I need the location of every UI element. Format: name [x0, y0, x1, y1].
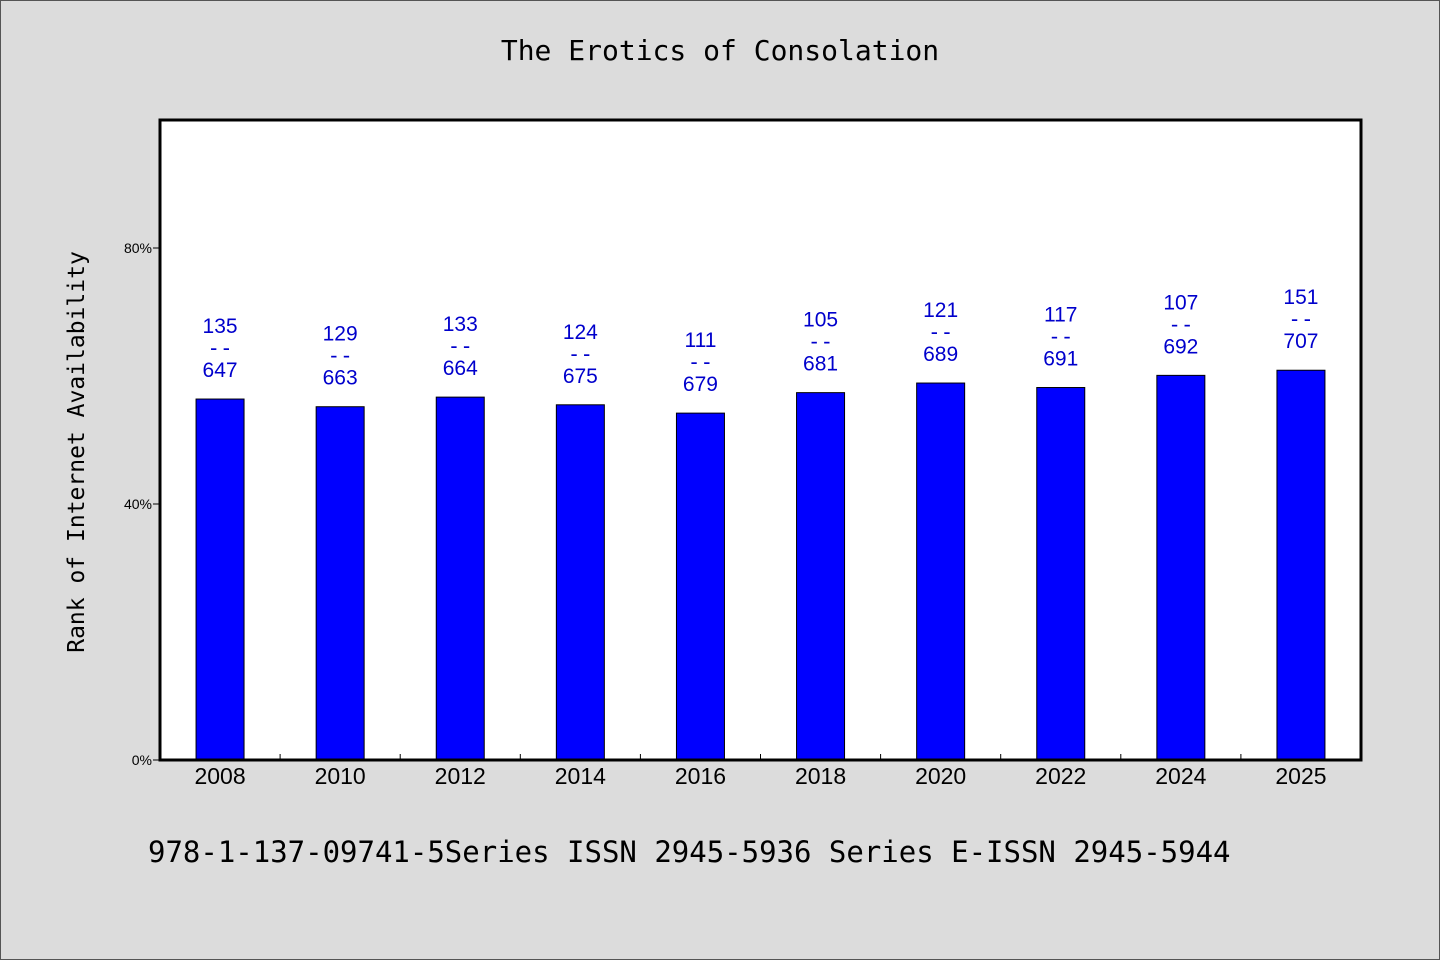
bar-2024	[1156, 374, 1206, 761]
bar-2020	[916, 382, 966, 761]
plot-area: 135--6472008129--6632010133--6642012124-…	[64, 118, 1363, 789]
x-tick-label-2008: 2008	[194, 763, 245, 789]
x-tick-label-2018: 2018	[795, 763, 846, 789]
data-label-top-2018: 105	[803, 309, 838, 332]
data-label-bottom-2025: 707	[1283, 330, 1318, 353]
data-label-top-2024: 107	[1163, 291, 1198, 314]
data-label-bottom-2020: 689	[923, 343, 958, 366]
data-label-top-2012: 133	[443, 313, 478, 336]
bar-2025	[1276, 369, 1326, 761]
data-label-sep-2008: --	[207, 336, 232, 360]
y-tick-label-80: 80%	[124, 240, 152, 256]
y-tick-label-0: 0%	[132, 752, 152, 768]
x-tick-label-2010: 2010	[315, 763, 366, 789]
data-label-sep-2016: --	[688, 350, 713, 374]
data-label-top-2016: 111	[684, 329, 716, 352]
data-label-sep-2018: --	[808, 330, 833, 354]
data-label-top-2014: 124	[563, 321, 598, 344]
x-tick-label-2014: 2014	[555, 763, 606, 789]
data-label-bottom-2016: 679	[683, 373, 718, 396]
bar-2010	[315, 406, 365, 761]
data-label-top-2022: 117	[1044, 304, 1077, 327]
data-label-top-2008: 135	[203, 315, 238, 338]
data-label-sep-2024: --	[1168, 312, 1193, 336]
data-label-sep-2020: --	[928, 320, 953, 344]
data-label-sep-2014: --	[568, 342, 593, 366]
x-tick-label-2020: 2020	[915, 763, 966, 789]
data-label-sep-2022: --	[1048, 325, 1073, 349]
data-label-bottom-2014: 675	[563, 365, 598, 388]
data-label-bottom-2018: 681	[803, 353, 838, 376]
bar-2022	[1036, 387, 1086, 761]
data-label-top-2025: 151	[1283, 286, 1318, 309]
y-tick-label-40: 40%	[124, 496, 152, 512]
data-label-sep-2010: --	[328, 344, 353, 368]
data-label-sep-2012: --	[448, 334, 473, 358]
data-label-sep-2025: --	[1288, 307, 1313, 331]
x-tick-label-2012: 2012	[435, 763, 486, 789]
chart-title: The Erotics of Consolation	[500, 34, 940, 67]
bar-2014	[555, 404, 605, 761]
x-tick-label-2016: 2016	[675, 763, 726, 789]
footer-isbn-issn: 978-1-137-09741-5Series ISSN 2945-5936 S…	[148, 835, 1231, 869]
bar-2016	[675, 412, 725, 761]
data-label-bottom-2008: 647	[203, 359, 238, 382]
y-axis-label: Rank of Internet Availability	[64, 251, 90, 653]
data-label-top-2020: 121	[923, 299, 958, 322]
bar-2012	[435, 396, 485, 761]
x-tick-label-2022: 2022	[1035, 763, 1086, 789]
data-label-bottom-2012: 664	[443, 357, 478, 380]
bar-2018	[796, 392, 846, 761]
bar-2008	[195, 398, 245, 761]
data-label-top-2010: 129	[323, 323, 358, 346]
x-tick-label-2025: 2025	[1275, 763, 1326, 789]
data-label-bottom-2022: 691	[1043, 348, 1078, 371]
data-label-bottom-2010: 663	[323, 367, 358, 390]
x-tick-label-2024: 2024	[1155, 763, 1206, 789]
data-label-bottom-2024: 692	[1163, 335, 1198, 358]
plot-border	[158, 118, 1363, 762]
